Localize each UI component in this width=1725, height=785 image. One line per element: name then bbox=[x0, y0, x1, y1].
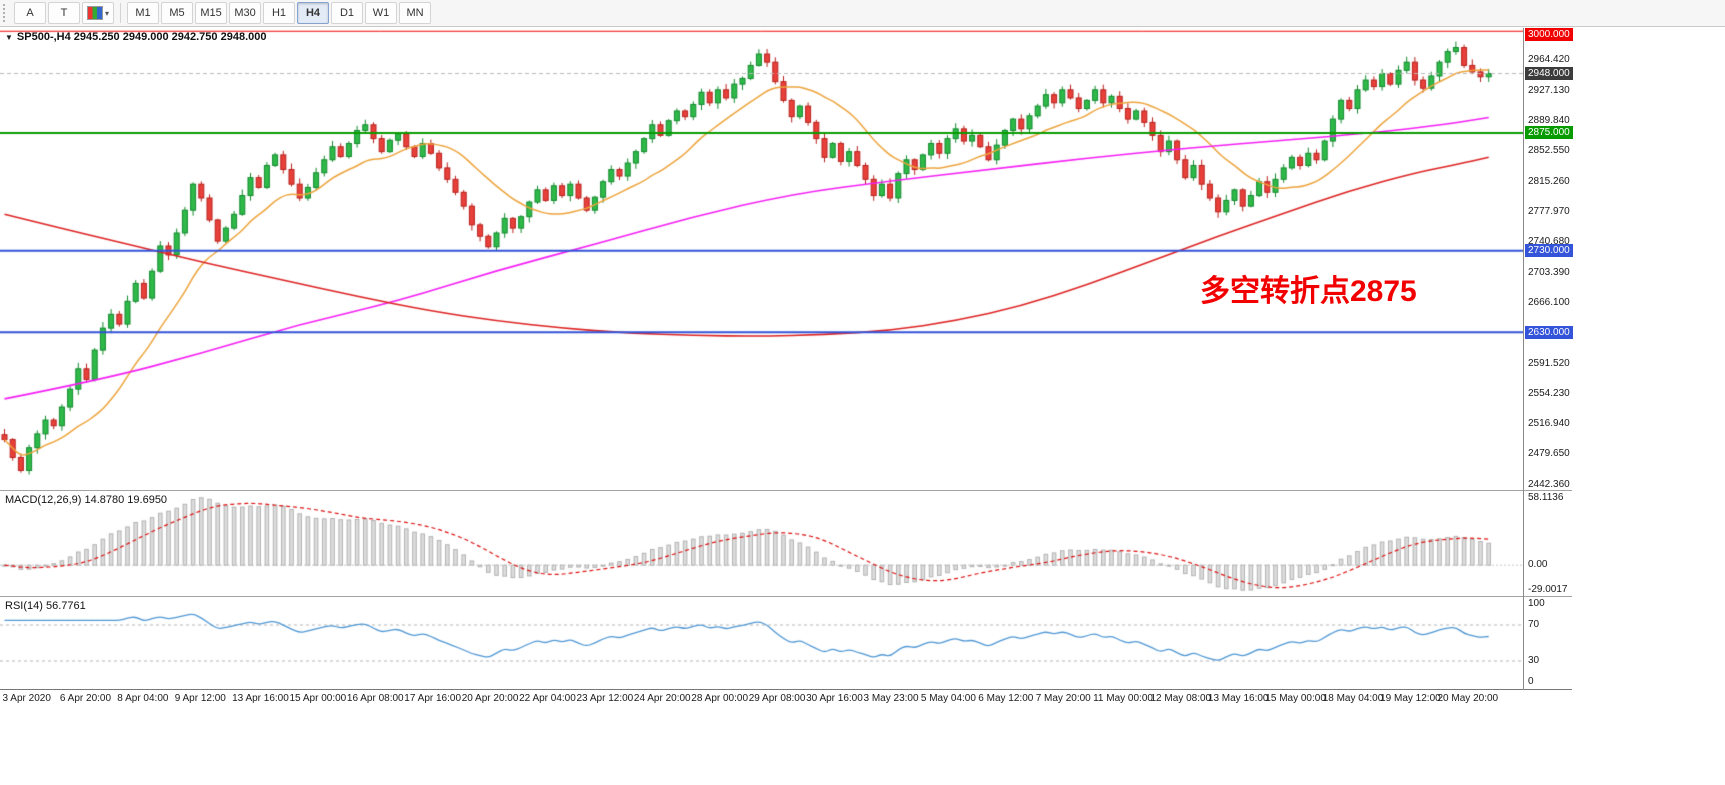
time-axis-label: 5 May 04:00 bbox=[920, 693, 976, 704]
time-axis-label: 29 Apr 08:00 bbox=[748, 693, 806, 704]
timeframe-button-h4[interactable]: H4 bbox=[297, 2, 330, 24]
rsi-axis-label: 100 bbox=[1528, 598, 1545, 609]
time-axis[interactable]: 3 Apr 2020 6 Apr 20:00 8 Apr 04:00 9 Apr 12… bbox=[0, 692, 1523, 708]
price-axis-label: 2703.390 bbox=[1528, 266, 1570, 278]
price-tag: 2630.000 bbox=[1525, 325, 1573, 339]
time-axis-label: 6 Apr 20:00 bbox=[59, 693, 112, 704]
macd-axis-label: -29.0017 bbox=[1528, 584, 1568, 595]
timeframe-button-w1[interactable]: W1 bbox=[365, 2, 398, 24]
rsi-axis-label: 70 bbox=[1528, 619, 1540, 630]
rsi-axis-label: 0 bbox=[1528, 676, 1534, 687]
timeframe-buttons: M1 M5 M15 M30 H1 H4 D1 W1 MN bbox=[126, 2, 432, 24]
time-axis-label: 3 Apr 2020 bbox=[2, 693, 51, 704]
chart-title: ▼ SP500-,H4 2945.250 2949.000 2942.750 2… bbox=[5, 31, 266, 43]
price-axis[interactable]: 2964.420 2927.130 2889.840 2852.550 2815.260… bbox=[1525, 28, 1585, 490]
time-axis-label: 20 Apr 20:00 bbox=[461, 693, 519, 704]
time-axis-label: 16 Apr 08:00 bbox=[346, 693, 404, 704]
colors-tool-button[interactable]: ▾ bbox=[82, 2, 115, 24]
price-tag: 2875.000 bbox=[1525, 126, 1573, 140]
time-axis-label: 24 Apr 20:00 bbox=[633, 693, 691, 704]
toolbar-separator bbox=[120, 3, 122, 23]
timeframe-button-m5[interactable]: M5 bbox=[161, 2, 194, 24]
time-axis-label: 8 Apr 04:00 bbox=[117, 693, 169, 704]
price-axis-label: 2889.840 bbox=[1528, 114, 1570, 126]
price-axis-label: 2666.100 bbox=[1528, 296, 1570, 308]
price-axis-label: 2777.970 bbox=[1528, 205, 1570, 217]
time-axis-label: 12 May 08:00 bbox=[1150, 693, 1212, 704]
price-axis-label: 2516.940 bbox=[1528, 418, 1570, 430]
time-axis-label: 20 May 20:00 bbox=[1437, 693, 1499, 704]
time-axis-label: 15 May 00:00 bbox=[1265, 693, 1326, 704]
panel-separator-macd[interactable] bbox=[0, 490, 1572, 491]
collapse-icon[interactable]: ▼ bbox=[5, 32, 13, 42]
macd-canvas[interactable] bbox=[0, 492, 1523, 596]
price-tag: 3000.000 bbox=[1525, 28, 1573, 41]
timeframe-button-h1[interactable]: H1 bbox=[263, 2, 296, 24]
time-axis-label: 30 Apr 16:00 bbox=[806, 693, 863, 704]
time-axis-label: 23 Apr 12:00 bbox=[576, 693, 634, 704]
time-axis-border bbox=[0, 689, 1572, 690]
timeframe-button-d1[interactable]: D1 bbox=[331, 2, 364, 24]
annotation-text[interactable]: 多空转折点2875 bbox=[1200, 275, 1417, 308]
rsi-label: RSI(14) 56.7761 bbox=[5, 600, 86, 612]
time-axis-label: 7 May 20:00 bbox=[1035, 693, 1091, 704]
time-axis-label: 9 Apr 12:00 bbox=[174, 693, 226, 704]
time-axis-label: 3 May 23:00 bbox=[863, 693, 919, 704]
price-axis-border bbox=[1523, 28, 1524, 690]
timeframe-button-mn[interactable]: MN bbox=[399, 2, 432, 24]
time-axis-label: 6 May 12:00 bbox=[978, 693, 1034, 704]
price-tag: 2948.000 bbox=[1525, 67, 1573, 81]
time-axis-label: 22 Apr 04:00 bbox=[519, 693, 576, 704]
time-axis-label: 18 May 04:00 bbox=[1322, 693, 1384, 704]
price-axis-label: 2815.260 bbox=[1528, 175, 1570, 187]
chevron-down-icon: ▾ bbox=[105, 8, 110, 18]
price-axis-label: 2591.520 bbox=[1528, 357, 1570, 369]
price-axis-label: 2740.680 bbox=[1528, 236, 1570, 248]
price-axis-label: 2479.650 bbox=[1528, 448, 1570, 460]
main-chart-canvas[interactable] bbox=[0, 28, 1523, 490]
time-axis-label: 15 Apr 00:00 bbox=[289, 693, 347, 704]
toolbar-grip[interactable] bbox=[3, 4, 9, 22]
macd-label: MACD(12,26,9) 14.8780 19.6950 bbox=[5, 494, 168, 506]
palette-icon bbox=[87, 6, 103, 20]
price-axis-label: 2852.550 bbox=[1528, 145, 1570, 157]
price-axis-label: 2442.360 bbox=[1528, 478, 1570, 490]
rsi-canvas[interactable] bbox=[0, 598, 1523, 688]
chart-title-text: SP500-,H4 2945.250 2949.000 2942.750 294… bbox=[16, 31, 267, 43]
cursor-tool-button[interactable]: A bbox=[14, 2, 46, 24]
time-axis-label: 28 Apr 00:00 bbox=[691, 693, 749, 704]
price-axis-label: 2554.230 bbox=[1528, 387, 1570, 399]
macd-axis-label: 58.1136 bbox=[1528, 492, 1564, 503]
text-tool-button[interactable]: T bbox=[48, 2, 80, 24]
time-axis-label: 13 May 16:00 bbox=[1207, 693, 1269, 704]
time-axis-label: 17 Apr 16:00 bbox=[404, 693, 462, 704]
macd-axis[interactable]: 58.1136 0.00 -29.0017 bbox=[1525, 492, 1585, 596]
time-axis-label: 13 Apr 16:00 bbox=[232, 693, 289, 704]
rsi-axis-label: 30 bbox=[1528, 655, 1540, 666]
price-axis-label: 2927.130 bbox=[1528, 84, 1570, 96]
time-axis-label: 11 May 00:00 bbox=[1093, 693, 1153, 704]
panel-separator-rsi[interactable] bbox=[0, 596, 1572, 597]
price-tag: 2730.000 bbox=[1525, 244, 1573, 258]
rsi-axis[interactable]: 100 70 30 0 bbox=[1525, 598, 1585, 688]
timeframe-button-m15[interactable]: M15 bbox=[195, 2, 228, 24]
price-axis-label: 2964.420 bbox=[1528, 54, 1570, 66]
timeframe-button-m1[interactable]: M1 bbox=[127, 2, 160, 24]
macd-axis-label: 0.00 bbox=[1528, 559, 1548, 571]
time-axis-label: 19 May 12:00 bbox=[1380, 693, 1441, 704]
timeframe-button-m30[interactable]: M30 bbox=[229, 2, 262, 24]
